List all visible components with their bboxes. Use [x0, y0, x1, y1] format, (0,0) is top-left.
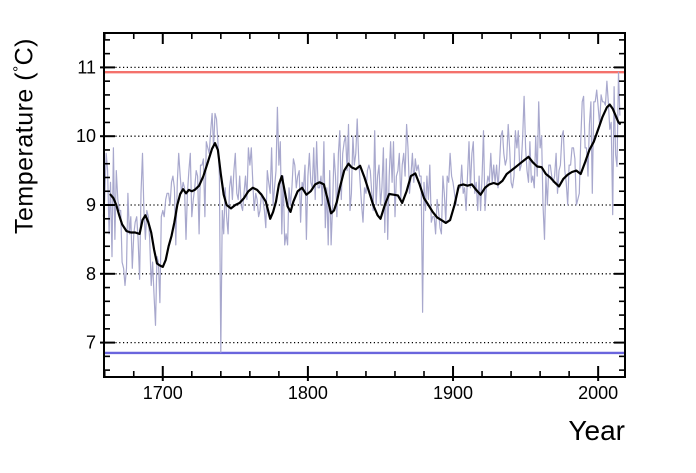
y-axis-title: Temperature (°C) [11, 38, 40, 234]
x-axis-title: Year [568, 415, 625, 446]
y-tick-label: 8 [86, 264, 96, 284]
x-tick-label: 1700 [143, 383, 183, 403]
y-tick-label: 11 [77, 57, 96, 77]
y-tick-label: 9 [86, 195, 96, 215]
x-tick-label: 1900 [433, 383, 473, 403]
smoothed-series-line [109, 103, 622, 268]
y-axis-title-text: Temperature ( [10, 71, 39, 235]
x-tick-label: 2000 [578, 383, 618, 403]
y-tick-label: 10 [76, 126, 96, 146]
y-tick-label: 7 [86, 333, 96, 353]
x-tick-label: 1800 [288, 383, 328, 403]
degree-symbol: ° [10, 65, 28, 72]
y-axis-title-unit: C) [10, 37, 39, 66]
annual-series-line [102, 71, 621, 353]
